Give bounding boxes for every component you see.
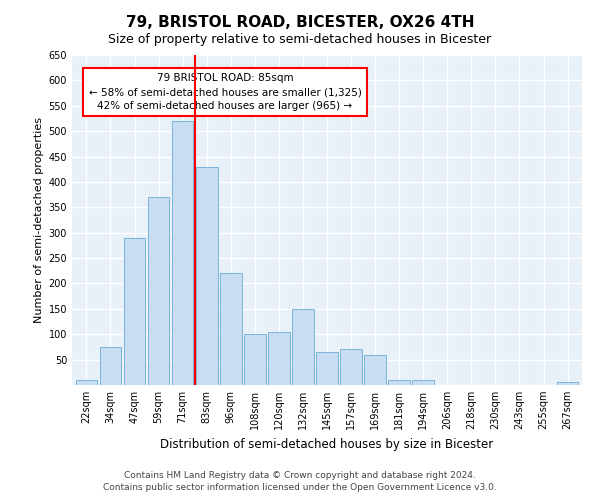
Bar <box>340 350 362 385</box>
Bar <box>220 274 242 385</box>
Y-axis label: Number of semi-detached properties: Number of semi-detached properties <box>34 117 44 323</box>
Bar <box>196 166 218 385</box>
Bar <box>316 352 338 385</box>
Bar <box>557 382 578 385</box>
Bar <box>124 238 145 385</box>
Bar <box>100 347 121 385</box>
X-axis label: Distribution of semi-detached houses by size in Bicester: Distribution of semi-detached houses by … <box>160 438 494 450</box>
Bar <box>148 197 169 385</box>
Bar <box>268 332 290 385</box>
Bar <box>388 380 410 385</box>
Bar <box>412 380 434 385</box>
Text: 79 BRISTOL ROAD: 85sqm
← 58% of semi-detached houses are smaller (1,325)
42% of : 79 BRISTOL ROAD: 85sqm ← 58% of semi-det… <box>89 73 361 111</box>
Bar <box>292 309 314 385</box>
Bar <box>172 121 193 385</box>
Bar <box>244 334 266 385</box>
Text: Size of property relative to semi-detached houses in Bicester: Size of property relative to semi-detach… <box>109 32 491 46</box>
Bar <box>76 380 97 385</box>
Text: Contains HM Land Registry data © Crown copyright and database right 2024.
Contai: Contains HM Land Registry data © Crown c… <box>103 471 497 492</box>
Text: 79, BRISTOL ROAD, BICESTER, OX26 4TH: 79, BRISTOL ROAD, BICESTER, OX26 4TH <box>126 15 474 30</box>
Bar <box>364 354 386 385</box>
